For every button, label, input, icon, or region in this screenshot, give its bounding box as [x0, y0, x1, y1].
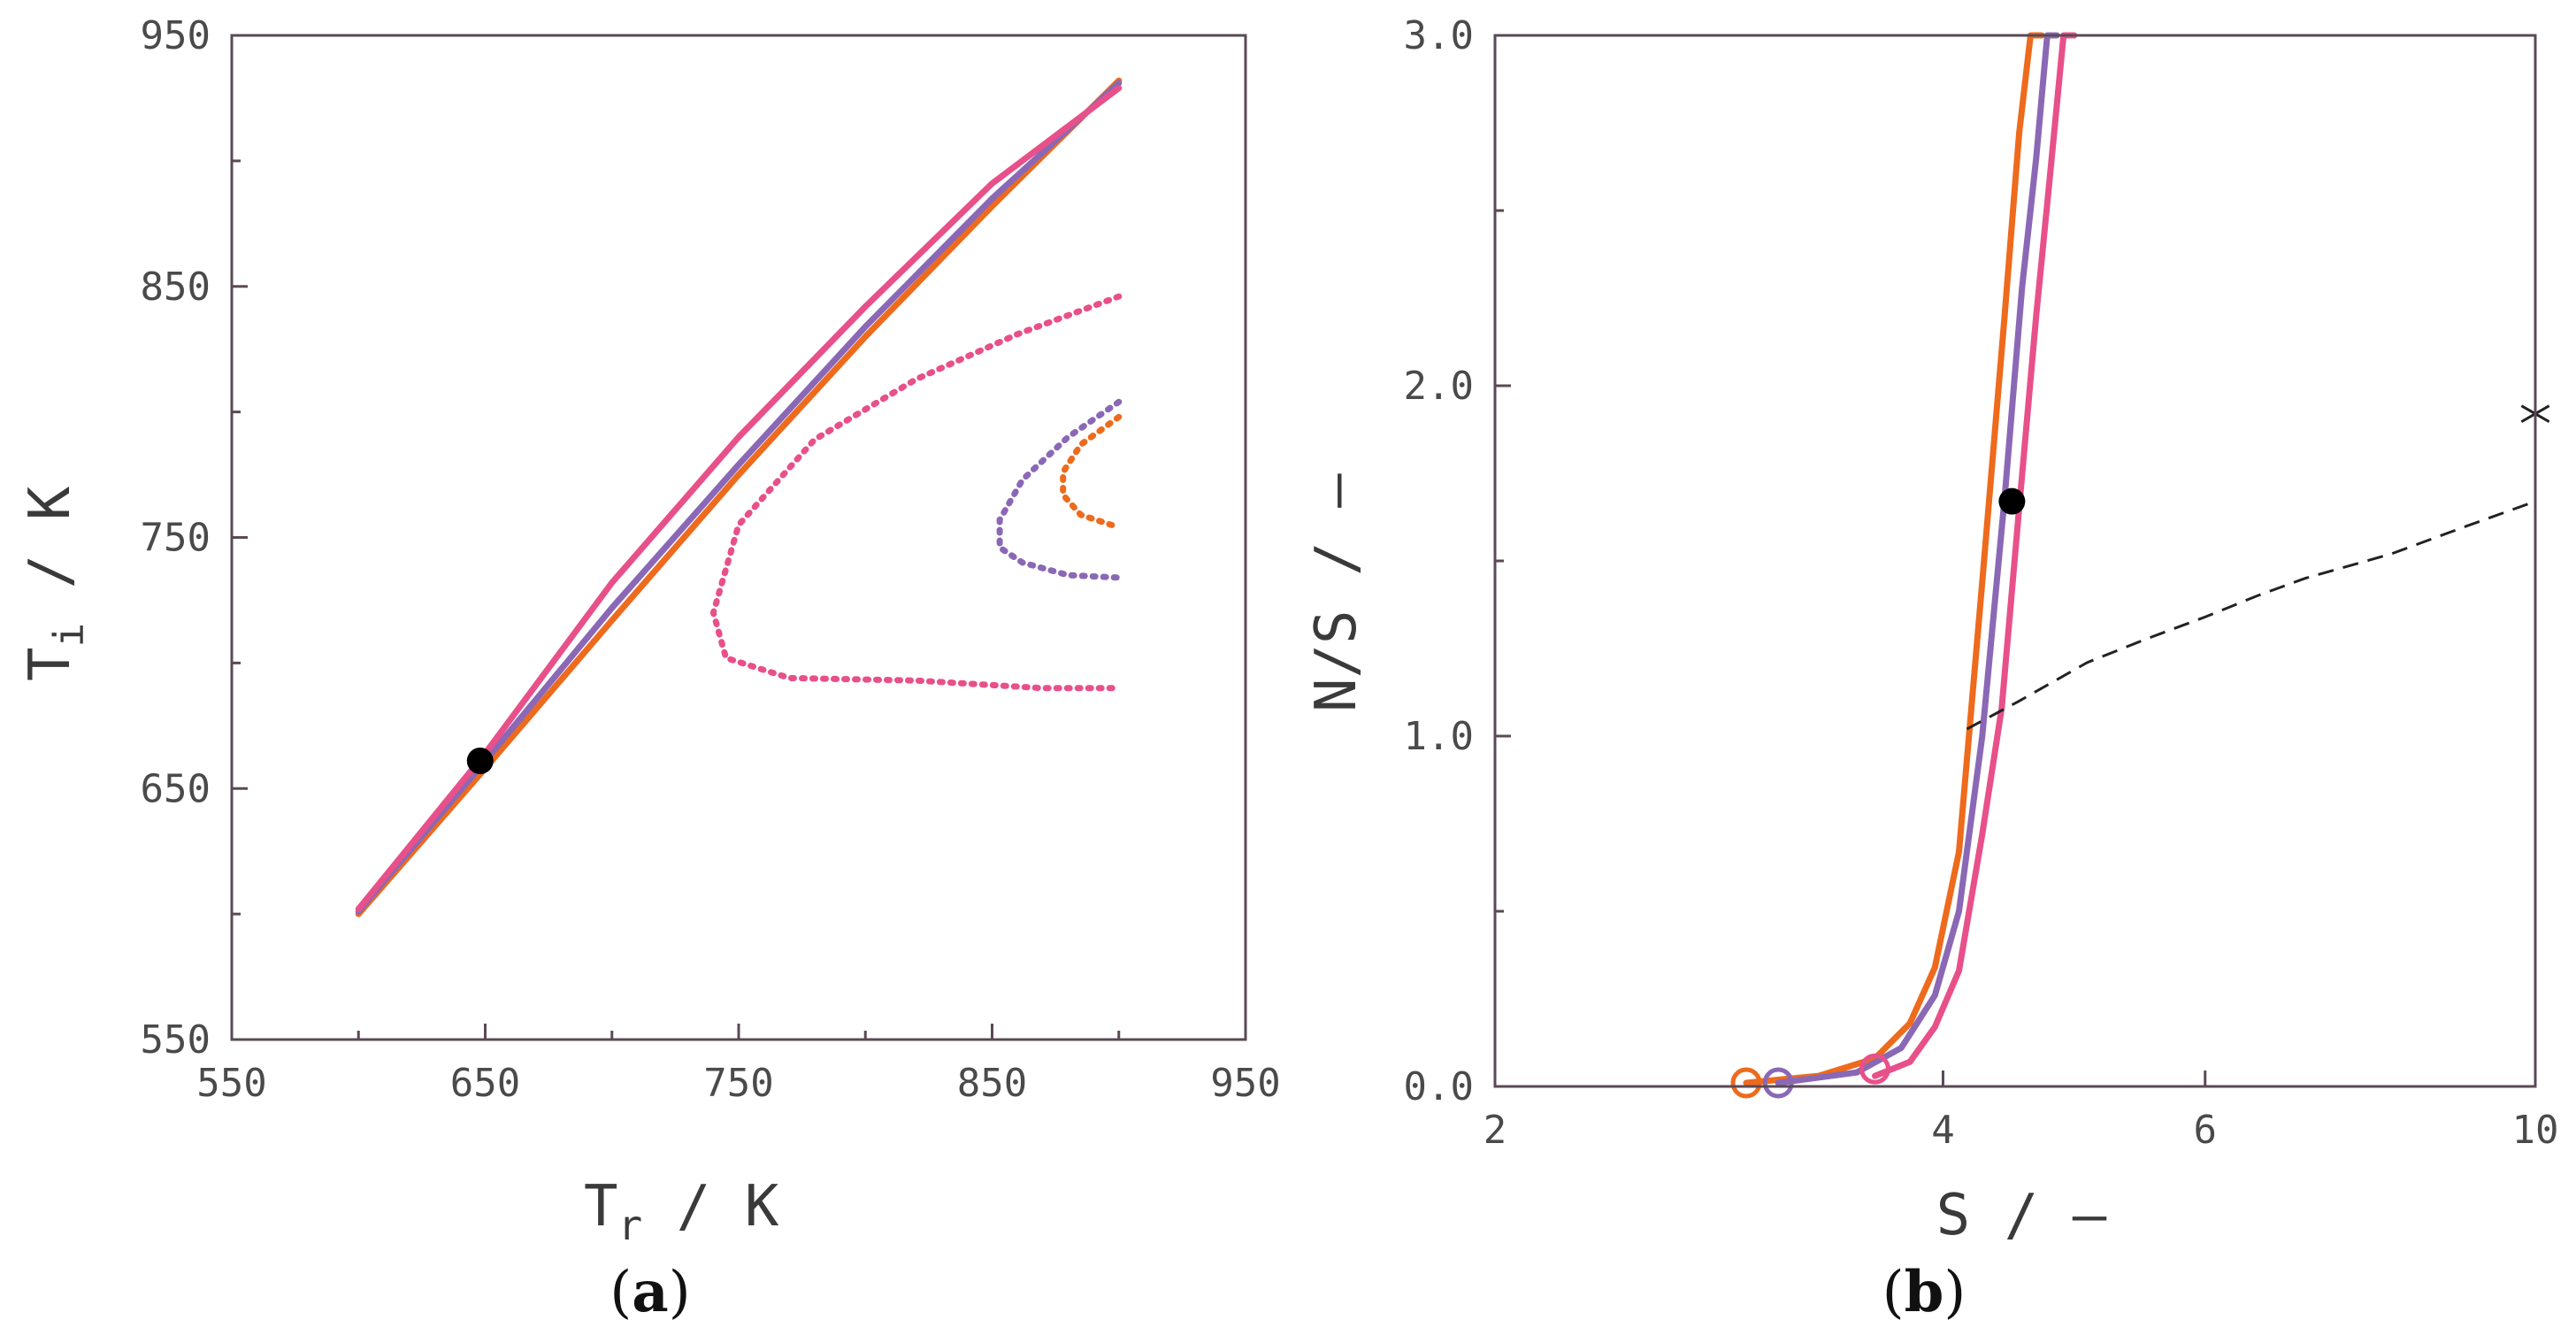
- panel-a-caption-open: (: [610, 1260, 632, 1325]
- panel-a-x-tick-label-0: 550: [196, 1061, 266, 1106]
- panel-b-x-tick-label-1: 4: [1931, 1108, 1955, 1153]
- panel-a: 550 650 750 850 950 550 650 750 850 950 Tr / K Ti…: [18, 13, 1281, 1325]
- panel-a-series-orange-stable: [355, 77, 1123, 917]
- panel-b-x-tick-label-0: 2: [1484, 1108, 1507, 1153]
- panel-b-x-tick-label-2: 6: [2193, 1108, 2217, 1153]
- panel-a-x-axis-label-main: T: [584, 1174, 618, 1239]
- panel-b-plot-frame: [1493, 34, 2537, 1088]
- panel-a-y-axis-label-sub: i: [45, 623, 93, 648]
- panel-a-x-axis-label: Tr / K: [584, 1174, 779, 1249]
- panel-b-marker-pink-open: [1859, 1053, 1890, 1085]
- panel-b-y-tick-label-2: 2.0: [1404, 364, 1474, 409]
- panel-a-x-axis-label-sub: r: [618, 1201, 643, 1249]
- panel-a-y-tick-label-2: 750: [141, 516, 211, 561]
- panel-a-caption-letter: a: [632, 1259, 668, 1325]
- panel-b-y-axis-label-unit: / –: [1304, 473, 1369, 610]
- panel-a-marker-operating-point: [466, 748, 494, 775]
- panel-b-marker-orange-open: [1730, 1067, 1762, 1099]
- panel-b-y-tick-label-3: 3.0: [1404, 13, 1474, 58]
- panel-a-ticks: 550 650 750 850 950 550 650 750 850 950: [141, 13, 1281, 1106]
- panel-b-y-axis-label-main: N/S: [1304, 610, 1369, 712]
- panel-b-marker-operating-point: [1998, 487, 2026, 515]
- panel-a-series-pink-unstable: [709, 293, 1123, 692]
- panel-b-x-axis-label-unit: / –: [1970, 1183, 2107, 1248]
- panel-a-caption-close: ): [669, 1260, 691, 1325]
- panel-a-series-purple-unstable: [996, 398, 1123, 581]
- panel-b-x-tick-label-3: 10: [2512, 1108, 2559, 1153]
- panel-b-markers: [1730, 397, 2550, 1099]
- panel-b-marker-purple-open: [1762, 1067, 1794, 1099]
- panel-b-series-reference: [1966, 500, 2536, 731]
- panel-a-y-axis-label: Ti / K: [18, 486, 93, 681]
- panel-b-caption-open: (: [1882, 1260, 1905, 1325]
- panel-a-y-axis-label-unit: / K: [18, 486, 83, 623]
- panel-b-series: [1743, 32, 2536, 1086]
- panel-a-x-tick-label-2: 750: [703, 1061, 773, 1106]
- panel-a-series-orange-unstable: [1060, 413, 1123, 531]
- panel-a-y-tick-label-0: 550: [141, 1017, 211, 1063]
- panel-b-y-tick-label-1: 1.0: [1404, 714, 1474, 759]
- panel-b-x-axis-label-main: S: [1936, 1183, 1971, 1248]
- panel-b-y-tick-label-0: 0.0: [1404, 1064, 1474, 1109]
- panel-a-markers: [466, 748, 494, 775]
- panel-a-y-tick-label-3: 850: [141, 265, 211, 310]
- panel-b-y-axis-label: N/S / –: [1304, 473, 1369, 712]
- panel-b-series-pink: [1872, 32, 2078, 1079]
- panel-a-x-tick-label-1: 650: [450, 1061, 520, 1106]
- panel-b-caption-close: ): [1944, 1260, 1966, 1325]
- panel-a-x-tick-label-3: 850: [957, 1061, 1027, 1106]
- panel-a-y-tick-label-1: 650: [141, 766, 211, 811]
- panel-b-caption-letter: b: [1905, 1259, 1944, 1325]
- panel-b-series-orange: [1743, 32, 2045, 1086]
- panel-b: 2 4 6 10 0.0 1.0 2.0 3.0 S / – N/S / – (b): [1304, 13, 2558, 1325]
- panel-a-caption: (a): [610, 1259, 690, 1325]
- panel-a-y-tick-label-4: 950: [141, 13, 211, 58]
- panel-b-x-axis-label: S / –: [1936, 1183, 2107, 1248]
- panel-a-y-axis-label-main: T: [18, 647, 83, 681]
- panel-a-x-tick-label-4: 950: [1210, 1061, 1280, 1106]
- panel-a-series: [355, 77, 1123, 917]
- panel-b-caption: (b): [1882, 1259, 1966, 1325]
- panel-a-plot-frame: [230, 34, 1247, 1041]
- panel-a-x-axis-label-unit: / K: [642, 1174, 779, 1239]
- panel-b-series-purple: [1775, 32, 2060, 1086]
